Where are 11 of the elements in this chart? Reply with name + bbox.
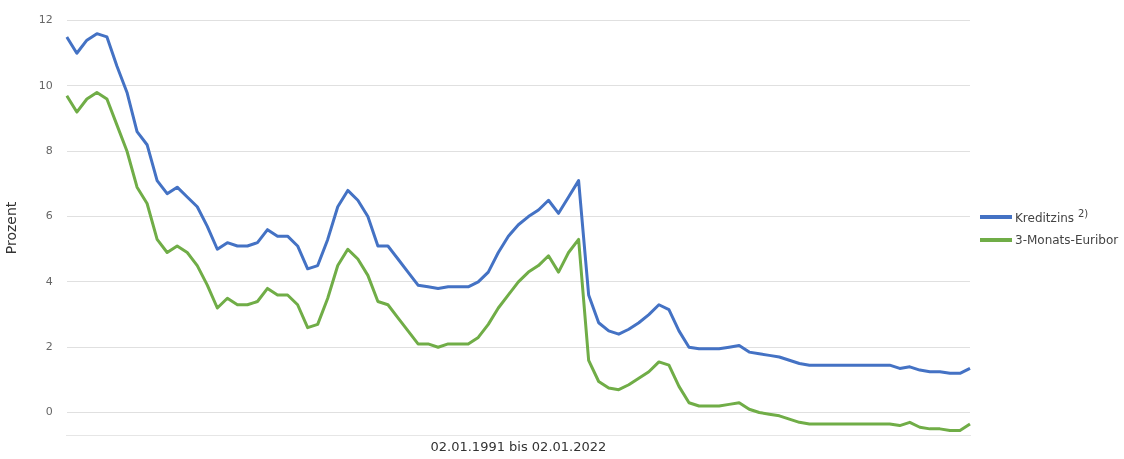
y-tick-label: 6	[45, 209, 53, 223]
legend-label: Kreditzins $^{2)}$	[1015, 208, 1089, 225]
legend-label: 3-Monats-Euribor	[1015, 232, 1119, 247]
y-tick-label: 12	[38, 13, 53, 27]
y-tick-label: 0	[45, 405, 53, 419]
y-tick-label: 4	[45, 274, 53, 288]
y-tick-label: 2	[45, 340, 53, 354]
y-tick-label: 8	[45, 144, 53, 158]
y-axis-title: Prozent	[3, 201, 20, 255]
x-axis-title: 02.01.1991 bis 02.01.2022	[430, 438, 607, 454]
y-tick-label: 10	[38, 78, 53, 92]
